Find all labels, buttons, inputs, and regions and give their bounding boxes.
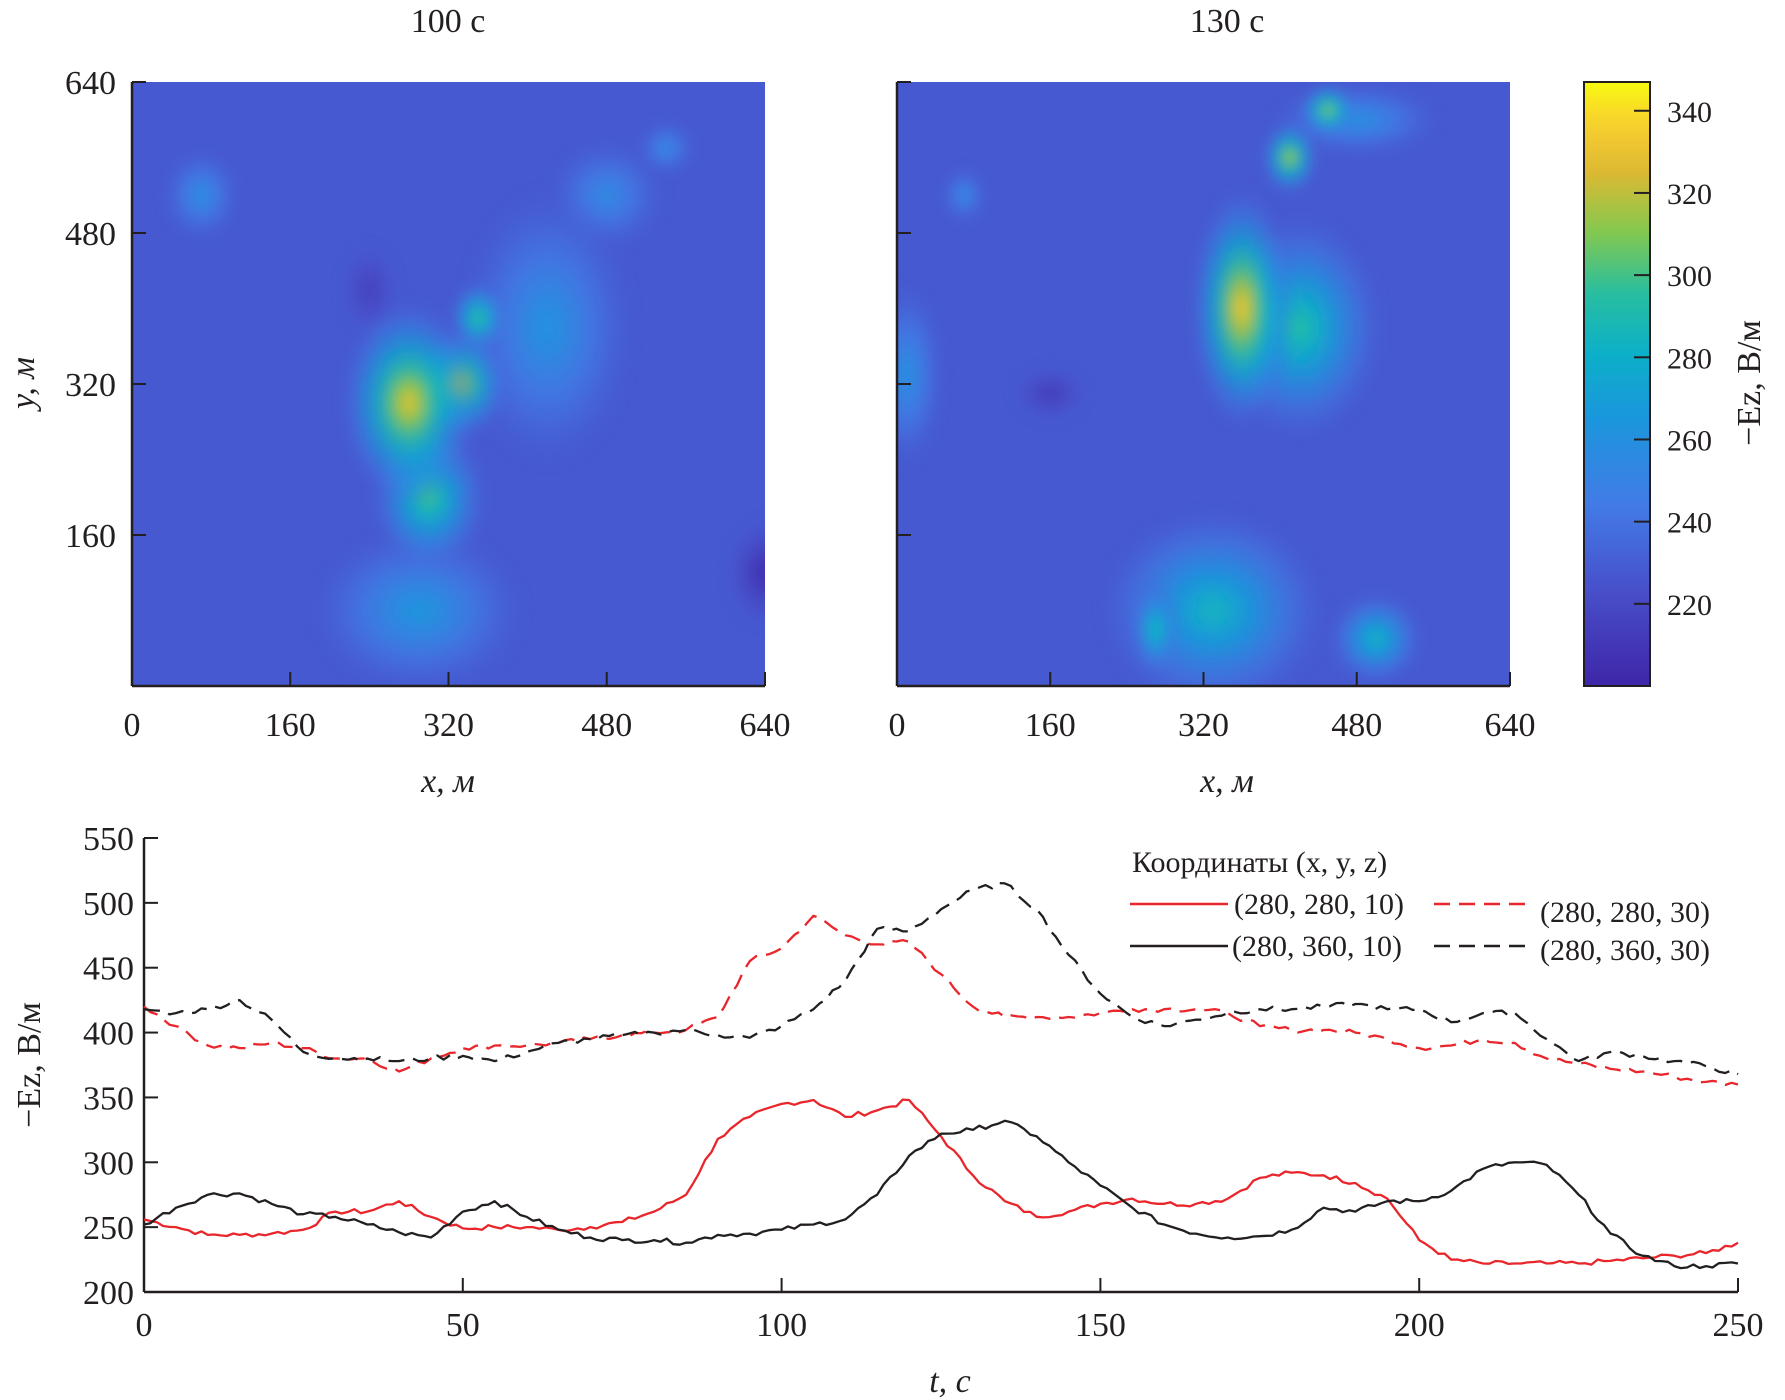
colorbar-gradient (1583, 81, 1651, 687)
heatmap-100s-y-tick-label: 640 (65, 65, 116, 102)
line-chart-xlabel: t, с (929, 1363, 971, 1400)
heatmap-100s-hotspot (339, 299, 479, 507)
line-chart-ylabel: −Ez, В/м (11, 1002, 48, 1128)
heatmap-100s-xlabel: x, м (420, 763, 475, 800)
colorbar-tick-label: 300 (1667, 260, 1712, 293)
heatmap-130s-hotspot (1260, 119, 1319, 196)
heatmap-100s-hotspot (310, 525, 528, 686)
colorbar-tick-label: 240 (1667, 507, 1712, 540)
series-line-280-360-30 (143, 881, 1739, 1076)
legend-label: (280, 280, 30) (1540, 896, 1710, 929)
line-chart-y-tick-label: 400 (83, 1016, 134, 1053)
heatmap-130s-x-tick-label: 160 (1025, 707, 1076, 744)
heatmap-100s-ylabel: y, м (5, 357, 42, 412)
heatmap-130s-x-tick-label: 480 (1331, 707, 1382, 744)
line-chart-y-tick-label: 550 (83, 821, 134, 858)
heatmap-130s-hotspot (1299, 82, 1357, 139)
legend-title: Координаты (x, y, z) (1132, 846, 1387, 879)
line-chart-x-tick-label: 250 (1713, 1307, 1764, 1344)
legend-label: (280, 280, 10) (1234, 888, 1404, 921)
series-line-280-280-30 (143, 914, 1739, 1087)
line-chart: t, с −Ez, В/м Координаты (x, y, z) 200 25… (11, 821, 1764, 1400)
heatmap-130s-xlabel: x, м (1199, 763, 1254, 800)
heatmap-130s-hotspot (1189, 185, 1295, 432)
heatmap-100s-x-tick-label: 480 (581, 707, 632, 744)
heatmap-100s-y-tick-label: 480 (65, 216, 116, 253)
line-chart-y-tick-label: 450 (83, 951, 134, 988)
line-chart-x-tick-label: 200 (1394, 1307, 1445, 1344)
heatmap-130s-hotspot (940, 166, 988, 224)
heatmap-130s-x-tick-label: 320 (1178, 707, 1229, 744)
heatmap-100s-hotspot (636, 119, 696, 177)
heatmap-130s-hotspot (1098, 506, 1328, 686)
colorbar-tick-label: 340 (1667, 96, 1712, 129)
colorbar-tick-label: 220 (1667, 589, 1712, 622)
series-line-280-280-10 (143, 1098, 1739, 1266)
line-chart-y-tick-label: 500 (83, 886, 134, 923)
colorbar-tick-label: 280 (1667, 342, 1712, 375)
heatmap-130s: 130 с x, м 0 160 320 480 640 (889, 3, 1536, 800)
line-chart-x-tick-label: 0 (136, 1307, 153, 1344)
heatmap-100s-y-tick-label: 160 (65, 518, 116, 555)
colorbar-tick-label: 320 (1667, 178, 1712, 211)
heatmap-100s-x-tick-label: 320 (423, 707, 474, 744)
heatmap-100s-y-tick-label: 320 (65, 367, 116, 404)
heatmap-130s-hotspot (1131, 582, 1180, 677)
line-chart-x-tick-label: 100 (756, 1307, 807, 1344)
legend-label: (280, 360, 30) (1540, 934, 1710, 967)
heatmap-100s-x-tick-label: 160 (265, 707, 316, 744)
heatmap-100s-field (132, 82, 765, 686)
colorbar: −Ez, В/м 220 240 260 280 300 320 340 (1583, 81, 1768, 687)
heatmap-100s: 100 с x, м y, м 0 160 320 480 640 160 320 480 64… (5, 3, 791, 800)
heatmap-130s-hotspot (1328, 591, 1424, 686)
line-chart-y-tick-label: 300 (83, 1145, 134, 1182)
heatmap-130s-hotspot (1011, 365, 1089, 422)
line-chart-x-tick-label: 50 (446, 1307, 480, 1344)
heatmap-130s-hotspot (897, 280, 945, 469)
heatmap-100s-hotspot (725, 516, 765, 630)
heatmap-100s-hotspot (161, 148, 241, 243)
line-chart-y-tick-label: 350 (83, 1080, 134, 1117)
colorbar-label: −Ez, В/м (1731, 320, 1768, 446)
heatmap-130s-x-tick-label: 640 (1485, 707, 1536, 744)
line-chart-y-tick-label: 250 (83, 1210, 134, 1247)
series-line-280-360-10 (143, 1119, 1739, 1270)
legend-label: (280, 360, 10) (1232, 930, 1402, 963)
heatmap-100s-x-tick-label: 0 (124, 707, 141, 744)
line-chart-x-tick-label: 150 (1075, 1307, 1126, 1344)
colorbar-tick-label: 260 (1667, 424, 1712, 457)
heatmap-130s-title: 130 с (1190, 3, 1265, 40)
line-chart-y-tick-label: 200 (83, 1275, 134, 1312)
heatmap-130s-field (897, 82, 1510, 686)
heatmap-100s-x-tick-label: 640 (740, 707, 791, 744)
heatmap-100s-title: 100 с (411, 3, 486, 40)
heatmap-130s-x-tick-label: 0 (889, 707, 906, 744)
